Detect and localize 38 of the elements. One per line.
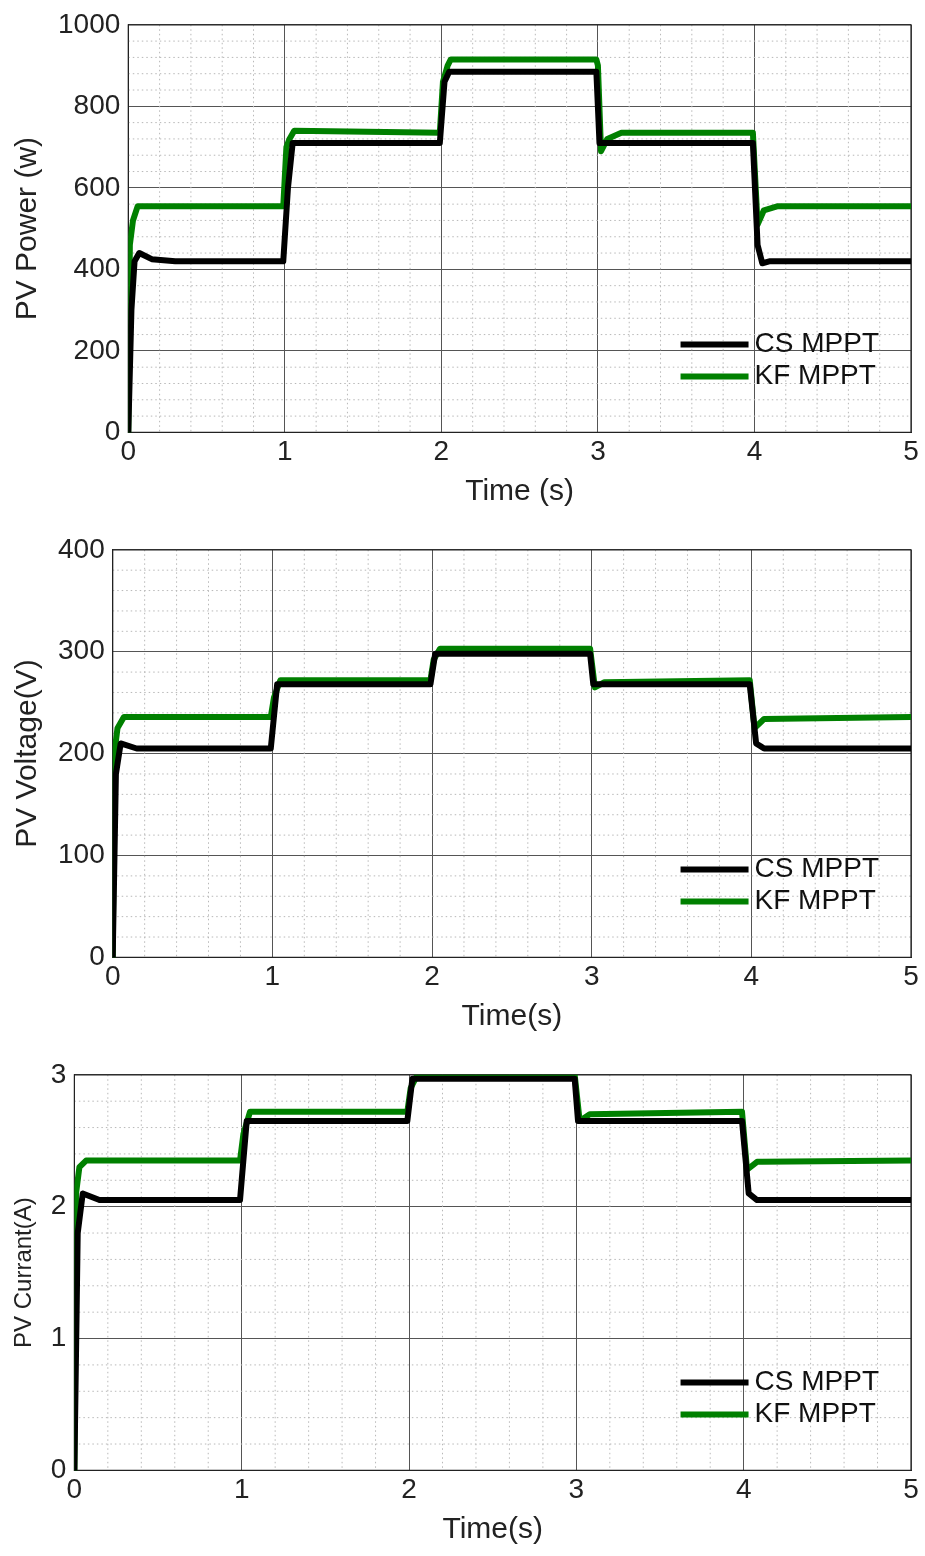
y-tick-label: 100 [58, 838, 105, 870]
x-tick-label: 5 [903, 434, 919, 466]
legend-label: CS MPPT [754, 852, 880, 884]
x-tick-label: 4 [735, 1472, 752, 1504]
y-tick-label: 2 [50, 1189, 67, 1221]
y-tick-label: 200 [58, 736, 105, 768]
y-tick-label: 400 [58, 532, 105, 564]
y-tick-label: 400 [73, 252, 121, 284]
x-tick-label: 3 [568, 1472, 585, 1504]
x-tick-label: 2 [433, 434, 450, 466]
y-tick-label: 600 [73, 170, 121, 202]
y-tick-label: 800 [73, 89, 121, 121]
x-tick-label: 5 [903, 1472, 919, 1504]
x-tick-label: 2 [424, 959, 440, 991]
x-tick-label: 1 [233, 1472, 250, 1504]
x-tick-label: 4 [746, 434, 763, 466]
x-tick-label: 1 [264, 959, 281, 991]
x-tick-label: 2 [401, 1472, 417, 1504]
y-tick-label: 200 [73, 333, 121, 365]
x-tick-label: 3 [590, 434, 606, 466]
legend-label: KF MPPT [754, 1397, 876, 1429]
x-tick-label: 1 [277, 434, 293, 466]
x-axis-title: Time (s) [465, 473, 575, 507]
legend-label: KF MPPT [754, 359, 876, 391]
legend-label: CS MPPT [754, 1365, 880, 1397]
y-tick-label: 1000 [57, 7, 121, 39]
y-tick-label: 3 [50, 1057, 67, 1089]
legend-label: KF MPPT [754, 884, 876, 916]
y-axis-title: PV Currant(A) [9, 1197, 37, 1348]
x-axis-title: Time(s) [461, 998, 563, 1032]
y-axis-title: PV Voltage(V) [9, 659, 43, 848]
x-tick-label: 5 [903, 959, 919, 991]
x-tick-label: 3 [583, 959, 600, 991]
y-axis-title: PV Power (w) [9, 136, 43, 321]
y-tick-label: 300 [58, 634, 105, 666]
x-tick-label: 4 [743, 959, 760, 991]
y-tick-label: 1 [50, 1321, 67, 1353]
x-axis-title: Time(s) [442, 1511, 543, 1545]
